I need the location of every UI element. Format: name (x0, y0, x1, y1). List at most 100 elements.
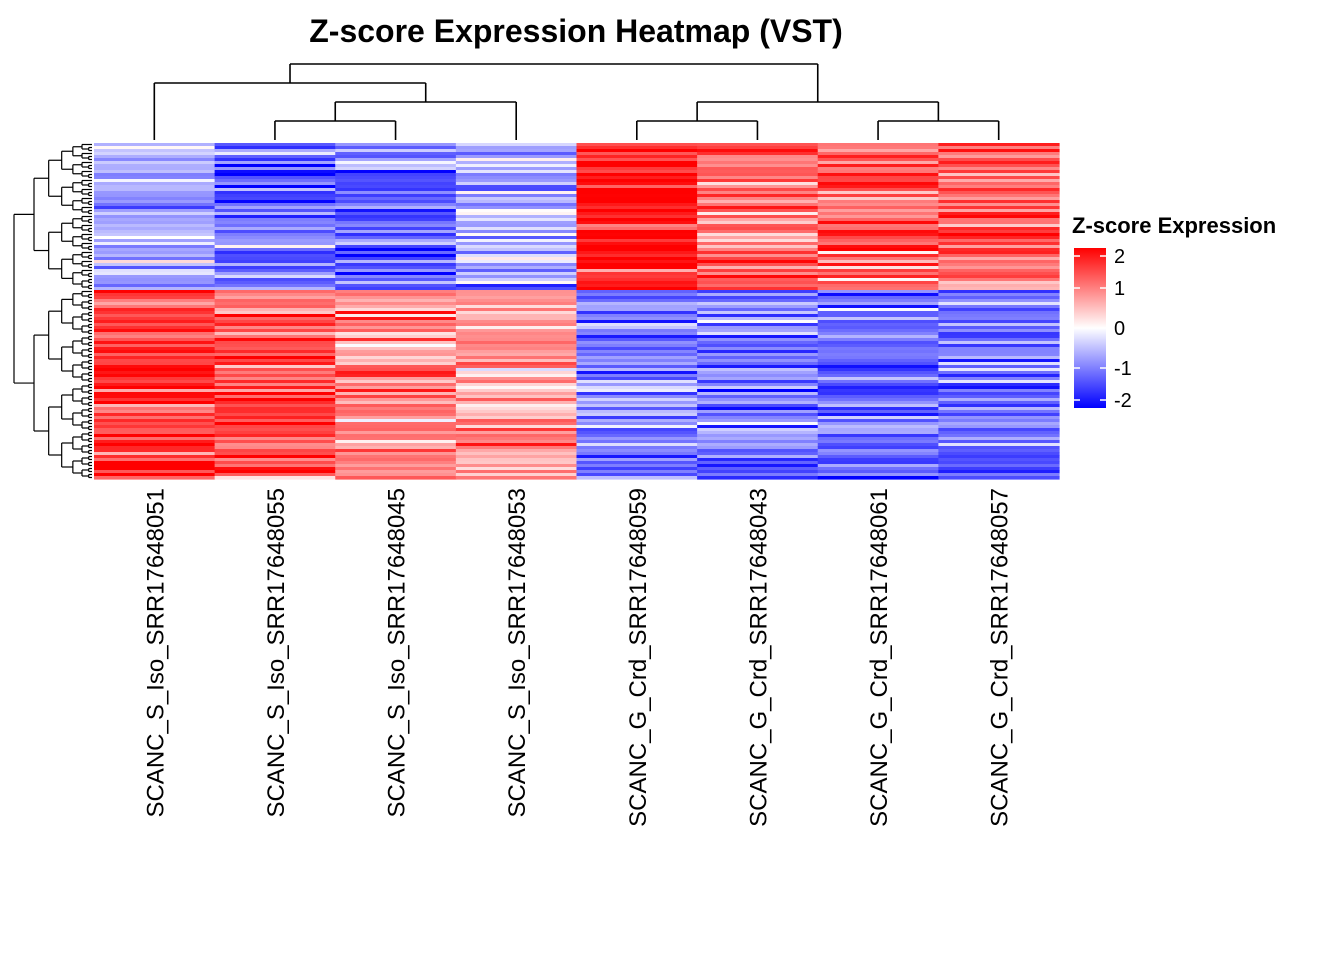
heatmap-cell (817, 371, 939, 375)
heatmap-cell (455, 452, 578, 456)
heatmap-cell (938, 263, 1060, 267)
heatmap-cell (214, 413, 336, 417)
heatmap-cell (94, 386, 216, 390)
heatmap-cell (214, 191, 336, 195)
heatmap-cell (214, 326, 336, 330)
heatmap-cell (697, 458, 819, 462)
heatmap-cell (94, 209, 216, 213)
heatmap-cell (214, 377, 336, 381)
heatmap-cell (335, 413, 457, 417)
heatmap-cell (455, 416, 578, 420)
heatmap-cell (335, 254, 457, 258)
heatmap-cell (697, 251, 819, 255)
heatmap-cell (335, 449, 457, 453)
heatmap-cell (214, 293, 336, 297)
heatmap-cell (817, 383, 939, 387)
heatmap-cell (938, 383, 1060, 387)
heatmap-cell (335, 161, 457, 165)
heatmap-cell (697, 434, 819, 438)
heatmap-cell (817, 305, 939, 309)
heatmap-cell (697, 449, 819, 453)
heatmap-cell (214, 143, 336, 147)
heatmap-cell (94, 317, 216, 321)
heatmap-cell (938, 362, 1060, 366)
heatmap-cell (214, 251, 336, 255)
heatmap-cell (938, 446, 1060, 450)
heatmap-cell (697, 230, 819, 234)
heatmap-cell (335, 320, 457, 324)
heatmap-cell (938, 200, 1060, 204)
heatmap-cell (335, 341, 457, 345)
heatmap-cell (576, 467, 698, 471)
heatmap-cell (697, 371, 819, 375)
heatmap-cell (214, 299, 336, 303)
heatmap-cell (94, 419, 216, 423)
heatmap-cell (94, 146, 216, 150)
heatmap-cell (335, 167, 457, 171)
heatmap-cell (455, 269, 578, 273)
heatmap-cell (697, 353, 819, 357)
heatmap-cell (335, 287, 457, 291)
heatmap-cell (214, 395, 336, 399)
heatmap-cell (455, 476, 578, 480)
heatmap-cell (214, 401, 336, 405)
heatmap-cell (576, 254, 698, 258)
heatmap-cell (214, 200, 336, 204)
heatmap-cell (938, 143, 1060, 147)
heatmap-cell (697, 314, 819, 318)
heatmap-cell (94, 248, 216, 252)
heatmap-cell (576, 188, 698, 192)
heatmap-cell (576, 266, 698, 270)
heatmap-cell (817, 260, 939, 264)
heatmap-cell (938, 260, 1060, 264)
heatmap-cell (576, 194, 698, 198)
heatmap-cell (94, 269, 216, 273)
heatmap-cell (214, 152, 336, 156)
heatmap-cell (335, 473, 457, 477)
heatmap-cell (214, 389, 336, 393)
heatmap-cell (455, 263, 578, 267)
heatmap-cell (335, 266, 457, 270)
heatmap-cell (938, 215, 1060, 219)
heatmap-cell (335, 344, 457, 348)
heatmap-cell (817, 332, 939, 336)
heatmap-cell (938, 440, 1060, 444)
heatmap-cell (214, 329, 336, 333)
heatmap-cell (938, 266, 1060, 270)
heatmap-cell (938, 278, 1060, 282)
heatmap-cell (94, 263, 216, 267)
heatmap-cell (576, 353, 698, 357)
heatmap-cell (94, 341, 216, 345)
heatmap-cell (214, 398, 336, 402)
heatmap-cell (817, 209, 939, 213)
heatmap-cell (335, 389, 457, 393)
heatmap-cell (576, 203, 698, 207)
heatmap-cell (576, 155, 698, 159)
heatmap-cell (576, 296, 698, 300)
heatmap-cell (335, 191, 457, 195)
heatmap-cell (697, 317, 819, 321)
heatmap-cell (697, 350, 819, 354)
heatmap-cell (938, 146, 1060, 150)
heatmap-cell (938, 431, 1060, 435)
heatmap-cell (576, 230, 698, 234)
heatmap-cell (576, 245, 698, 249)
heatmap-cell (94, 380, 216, 384)
heatmap-cell (455, 458, 578, 462)
heatmap-cell (697, 365, 819, 369)
heatmap-cell (455, 374, 578, 378)
heatmap-cell (335, 416, 457, 420)
heatmap-cell (817, 350, 939, 354)
heatmap-cell (94, 440, 216, 444)
heatmap-cell (214, 341, 336, 345)
column-label: SCANC_G_Crd_SRR17648059 (625, 488, 652, 827)
heatmap-cell (335, 383, 457, 387)
heatmap-cell (817, 365, 939, 369)
heatmap-cell (94, 227, 216, 231)
heatmap-cell (335, 224, 457, 228)
heatmap-cell (817, 173, 939, 177)
heatmap-cell (335, 203, 457, 207)
column-dendrogram (153, 63, 1000, 140)
heatmap-cell (214, 305, 336, 309)
heatmap-cell (455, 326, 578, 330)
